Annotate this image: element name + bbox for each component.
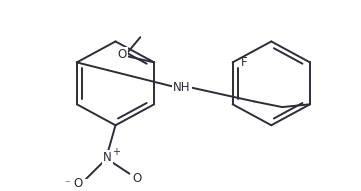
Text: O: O — [73, 177, 82, 190]
Text: O: O — [133, 172, 142, 185]
Text: F: F — [240, 56, 247, 69]
Text: ⁻: ⁻ — [64, 179, 70, 189]
Text: N: N — [103, 151, 112, 164]
Text: NH: NH — [173, 81, 191, 94]
Text: O: O — [118, 49, 127, 62]
Text: +: + — [113, 147, 121, 157]
